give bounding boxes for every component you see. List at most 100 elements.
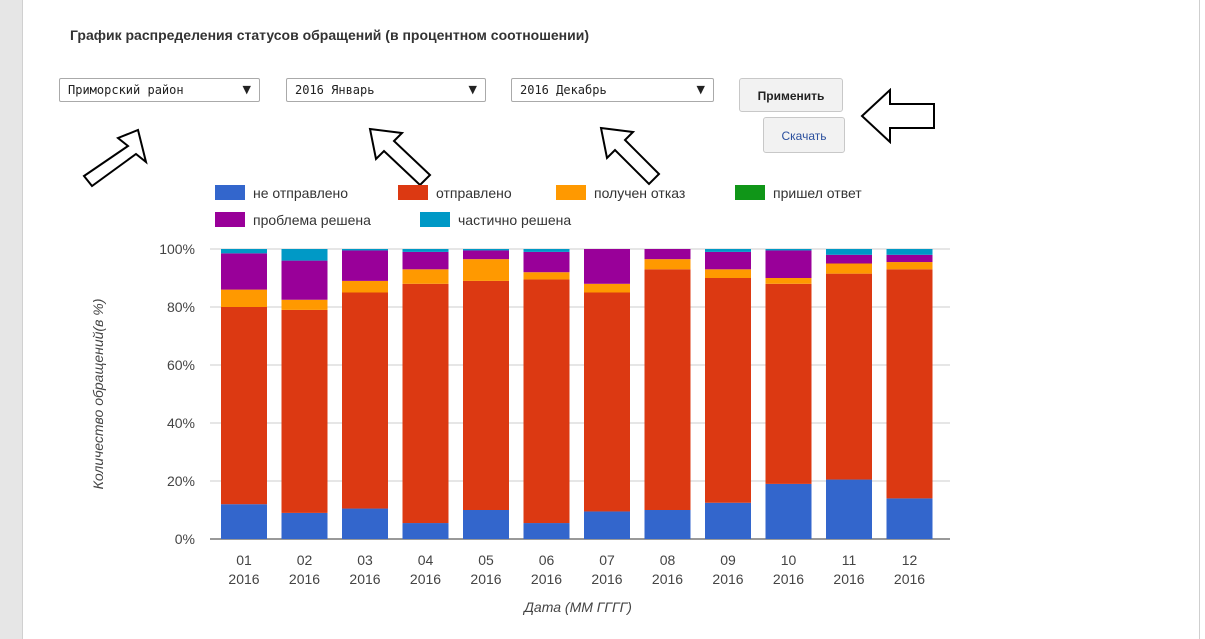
- x-tick-label: 08: [660, 552, 676, 568]
- x-tick-label: 12: [902, 552, 918, 568]
- x-tick-label: 2016: [289, 571, 320, 587]
- bar-segment: [402, 269, 449, 284]
- bar-segment: [644, 510, 691, 539]
- bar-segment: [402, 249, 449, 252]
- bar-segment: [402, 251, 449, 270]
- arrow-outline-icon: [599, 126, 661, 186]
- bar-segment: [705, 249, 751, 252]
- bar-segment: [463, 510, 509, 539]
- bar-segment: [886, 498, 933, 539]
- x-tick-label: 2016: [712, 571, 743, 587]
- x-tick-label: 2016: [773, 571, 804, 587]
- x-tick-label: 2016: [531, 571, 562, 587]
- bar-segment: [584, 292, 630, 512]
- bar-segment: [826, 254, 872, 264]
- page-title: График распределения статусов обращений …: [70, 27, 589, 43]
- bar-segment: [765, 249, 812, 251]
- bar-segment: [402, 523, 449, 539]
- bar-segment: [523, 523, 570, 539]
- date-from-select[interactable]: 2016 Январь ▼: [286, 78, 486, 102]
- chevron-down-icon: ▼: [468, 83, 477, 96]
- bar-segment: [765, 283, 812, 484]
- bar-segment: [221, 249, 267, 254]
- bar-segment: [463, 259, 509, 281]
- chevron-down-icon: ▼: [242, 83, 251, 96]
- x-tick-label: 2016: [652, 571, 683, 587]
- legend-swatch: [398, 185, 428, 200]
- bar-segment: [765, 483, 812, 539]
- legend-label: частично решена: [458, 212, 571, 228]
- bar-segment: [281, 249, 328, 261]
- x-axis-label: Дата (ММ ГГГГ): [522, 599, 632, 615]
- y-tick-label: 0%: [175, 531, 195, 547]
- legend-swatch: [215, 212, 245, 227]
- x-tick-label: 07: [599, 552, 615, 568]
- legend-swatch: [735, 185, 765, 200]
- bar-segment: [826, 249, 872, 255]
- bar-segment: [281, 512, 328, 539]
- bar-segment: [342, 508, 388, 539]
- x-tick-label: 2016: [410, 571, 441, 587]
- legend-swatch: [420, 212, 450, 227]
- bar-segment: [463, 249, 509, 251]
- arrow-outline-icon: [860, 88, 935, 144]
- arrow-outline-icon: [368, 127, 432, 187]
- bar-segment: [765, 278, 812, 284]
- x-tick-label: 10: [781, 552, 797, 568]
- bar-segment: [221, 504, 267, 539]
- bar-segment: [886, 249, 933, 255]
- bar-segment: [584, 511, 630, 539]
- bar-segment: [221, 307, 267, 505]
- bar-segment: [523, 272, 570, 280]
- right-page-border: [1199, 0, 1200, 639]
- download-button[interactable]: Скачать: [763, 117, 845, 153]
- bar-segment: [765, 250, 812, 278]
- x-tick-label: 11: [842, 552, 857, 568]
- district-select[interactable]: Приморский район ▼: [59, 78, 260, 102]
- x-tick-label: 2016: [894, 571, 925, 587]
- x-tick-label: 02: [297, 552, 313, 568]
- bar-segment: [221, 253, 267, 290]
- bar-segment: [705, 251, 751, 270]
- y-tick-label: 40%: [167, 415, 195, 431]
- x-tick-label: 2016: [470, 571, 501, 587]
- bar-segment: [342, 292, 388, 509]
- legend-label: отправлено: [436, 185, 512, 201]
- bar-segment: [584, 283, 630, 293]
- bar-segment: [281, 309, 328, 513]
- x-tick-label: 03: [357, 552, 373, 568]
- legend-label: не отправлено: [253, 185, 348, 201]
- bar-segment: [886, 262, 933, 270]
- bar-segment: [644, 249, 691, 260]
- x-tick-label: 01: [236, 552, 252, 568]
- apply-button[interactable]: Применить: [739, 78, 843, 112]
- y-tick-label: 100%: [159, 241, 195, 257]
- bar-segment: [463, 280, 509, 510]
- date-from-value: 2016 Январь: [295, 83, 375, 97]
- bar-segment: [523, 279, 570, 524]
- bar-segment: [463, 250, 509, 260]
- bar-segment: [826, 479, 872, 539]
- chevron-down-icon: ▼: [696, 83, 705, 96]
- x-tick-label: 2016: [228, 571, 259, 587]
- x-tick-label: 2016: [591, 571, 622, 587]
- legend-swatch: [556, 185, 586, 200]
- x-tick-label: 2016: [349, 571, 380, 587]
- date-to-select[interactable]: 2016 Декабрь ▼: [511, 78, 714, 102]
- x-tick-label: 04: [418, 552, 434, 568]
- bar-segment: [342, 249, 388, 251]
- legend-label: пришел ответ: [773, 185, 862, 201]
- bar-segment: [342, 280, 388, 293]
- bar-segment: [826, 273, 872, 480]
- district-select-value: Приморский район: [68, 83, 184, 97]
- bar-segment: [886, 254, 933, 263]
- date-to-value: 2016 Декабрь: [520, 83, 607, 97]
- x-tick-label: 2016: [833, 571, 864, 587]
- legend-swatch: [215, 185, 245, 200]
- bar-segment: [281, 299, 328, 310]
- bar-segment: [342, 250, 388, 281]
- y-axis-label: Количество обращений(в %): [90, 299, 106, 490]
- bar-segment: [705, 502, 751, 539]
- bar-segment: [886, 269, 933, 499]
